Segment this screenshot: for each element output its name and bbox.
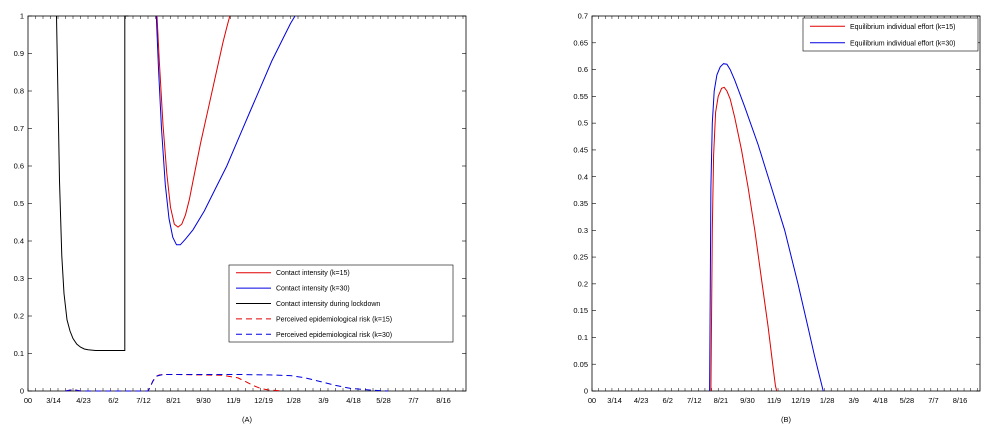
legend-label: Contact intensity during lockdown (276, 301, 380, 308)
legend-label: Contact intensity (k=15) (276, 270, 350, 277)
x-tick-label: 5/28 (900, 396, 915, 405)
y-tick-label: 0.15 (573, 306, 588, 315)
legend-box (802, 17, 979, 52)
legend-label: Contact intensity (k=30) (276, 286, 350, 293)
panel-a: 0 0.1 0.2 0.3 0.4 0.5 0.6 0.7 0.8 0.9 1 0 0 3/14 4/23 6… (14, 12, 467, 424)
y-tick-label: 0.65 (573, 38, 588, 47)
x-tick-label: 8/21 (714, 396, 729, 405)
x-tick-label: 7/7 (408, 396, 418, 405)
x-tick-label: 1/28 (820, 396, 835, 405)
y-tick-label: 0.9 (14, 49, 24, 58)
series-line-0 (156, 15, 231, 228)
x-tick-label: 9/30 (196, 396, 211, 405)
legend-label: Equilibrium individual effort (k=15) (850, 24, 956, 31)
x-tick-label: 8/21 (166, 396, 181, 405)
y-tick-label: 0.5 (14, 199, 24, 208)
x-tick-label: 3/9 (318, 396, 328, 405)
y-tick-label: 0.1 (578, 333, 588, 342)
y-tick-label: 0.3 (14, 274, 24, 283)
x-tick-label: 3/14 (607, 396, 622, 405)
x-tick-label: 3/9 (849, 396, 859, 405)
x-tick-label: 0 (28, 396, 32, 405)
series-line-3 (65, 374, 284, 392)
panel-caption: (B) (781, 415, 792, 424)
y-tick-label: 0.4 (14, 237, 24, 246)
series-line-1 (709, 63, 824, 392)
y-tick-label: 0.35 (573, 199, 588, 208)
y-tick-label: 0.5 (578, 119, 588, 128)
x-tick-label: 6/2 (663, 396, 673, 405)
x-tick-label: 7/7 (928, 396, 938, 405)
legend-label: Perceived epidemiological risk (k=30) (276, 332, 392, 339)
y-tick-label: 0.6 (14, 162, 24, 171)
y-tick-label: 0.8 (14, 87, 24, 96)
x-tick-label: 0 (592, 396, 596, 405)
y-tick-label: 0 (584, 387, 588, 396)
series-line-0 (710, 86, 778, 392)
y-tick-label: 0.2 (14, 312, 24, 321)
series-line-1 (155, 15, 296, 246)
y-tick-label: 0 (20, 387, 24, 396)
series-line-4 (65, 374, 389, 392)
x-tick-label: 4/23 (76, 396, 91, 405)
x-tick-label: 11/9 (226, 396, 240, 405)
y-tick-label: 0.25 (573, 253, 588, 262)
panel-b: 0 0.05 0.1 0.15 0.2 0.25 0.3 0.35 0.4 0.45 0.5 0.55… (573, 12, 981, 424)
x-tick-label: 0 (588, 396, 592, 405)
x-tick-label: 1/28 (286, 396, 301, 405)
plot-frame (591, 15, 981, 392)
y-tick-label: 0.7 (578, 12, 588, 21)
y-tick-label: 1 (20, 12, 24, 21)
x-tick-label: 8/16 (953, 396, 968, 405)
x-tick-label: 11/9 (767, 396, 781, 405)
x-tick-label: 12/19 (254, 396, 273, 405)
x-tick-label: 6/2 (108, 396, 118, 405)
x-tick-label: 8/16 (436, 396, 451, 405)
x-tick-label: 12/19 (791, 396, 810, 405)
x-tick-label: 0 (24, 396, 28, 405)
y-tick-label: 0.4 (578, 172, 588, 181)
y-tick-label: 0.7 (14, 124, 24, 133)
series-line-2 (56, 15, 129, 351)
x-tick-label: 5/28 (376, 396, 391, 405)
y-tick-label: 0.3 (578, 226, 588, 235)
x-tick-label: 7/12 (687, 396, 702, 405)
legend-label: Perceived epidemiological risk (k=15) (276, 316, 392, 323)
panel-caption: (A) (242, 415, 253, 424)
y-tick-label: 0.6 (578, 65, 588, 74)
x-tick-label: 4/18 (873, 396, 888, 405)
x-tick-label: 4/23 (634, 396, 649, 405)
x-tick-label: 3/14 (46, 396, 61, 405)
y-tick-label: 0.05 (573, 360, 588, 369)
x-tick-label: 9/30 (740, 396, 755, 405)
x-tick-label: 4/18 (346, 396, 361, 405)
y-tick-label: 0.45 (573, 146, 588, 155)
x-tick-label: 7/12 (136, 396, 151, 405)
y-tick-label: 0.1 (14, 349, 24, 358)
y-tick-label: 0.55 (573, 92, 588, 101)
y-tick-label: 0.2 (578, 279, 588, 288)
legend-label: Equilibrium individual effort (k=30) (850, 40, 956, 47)
